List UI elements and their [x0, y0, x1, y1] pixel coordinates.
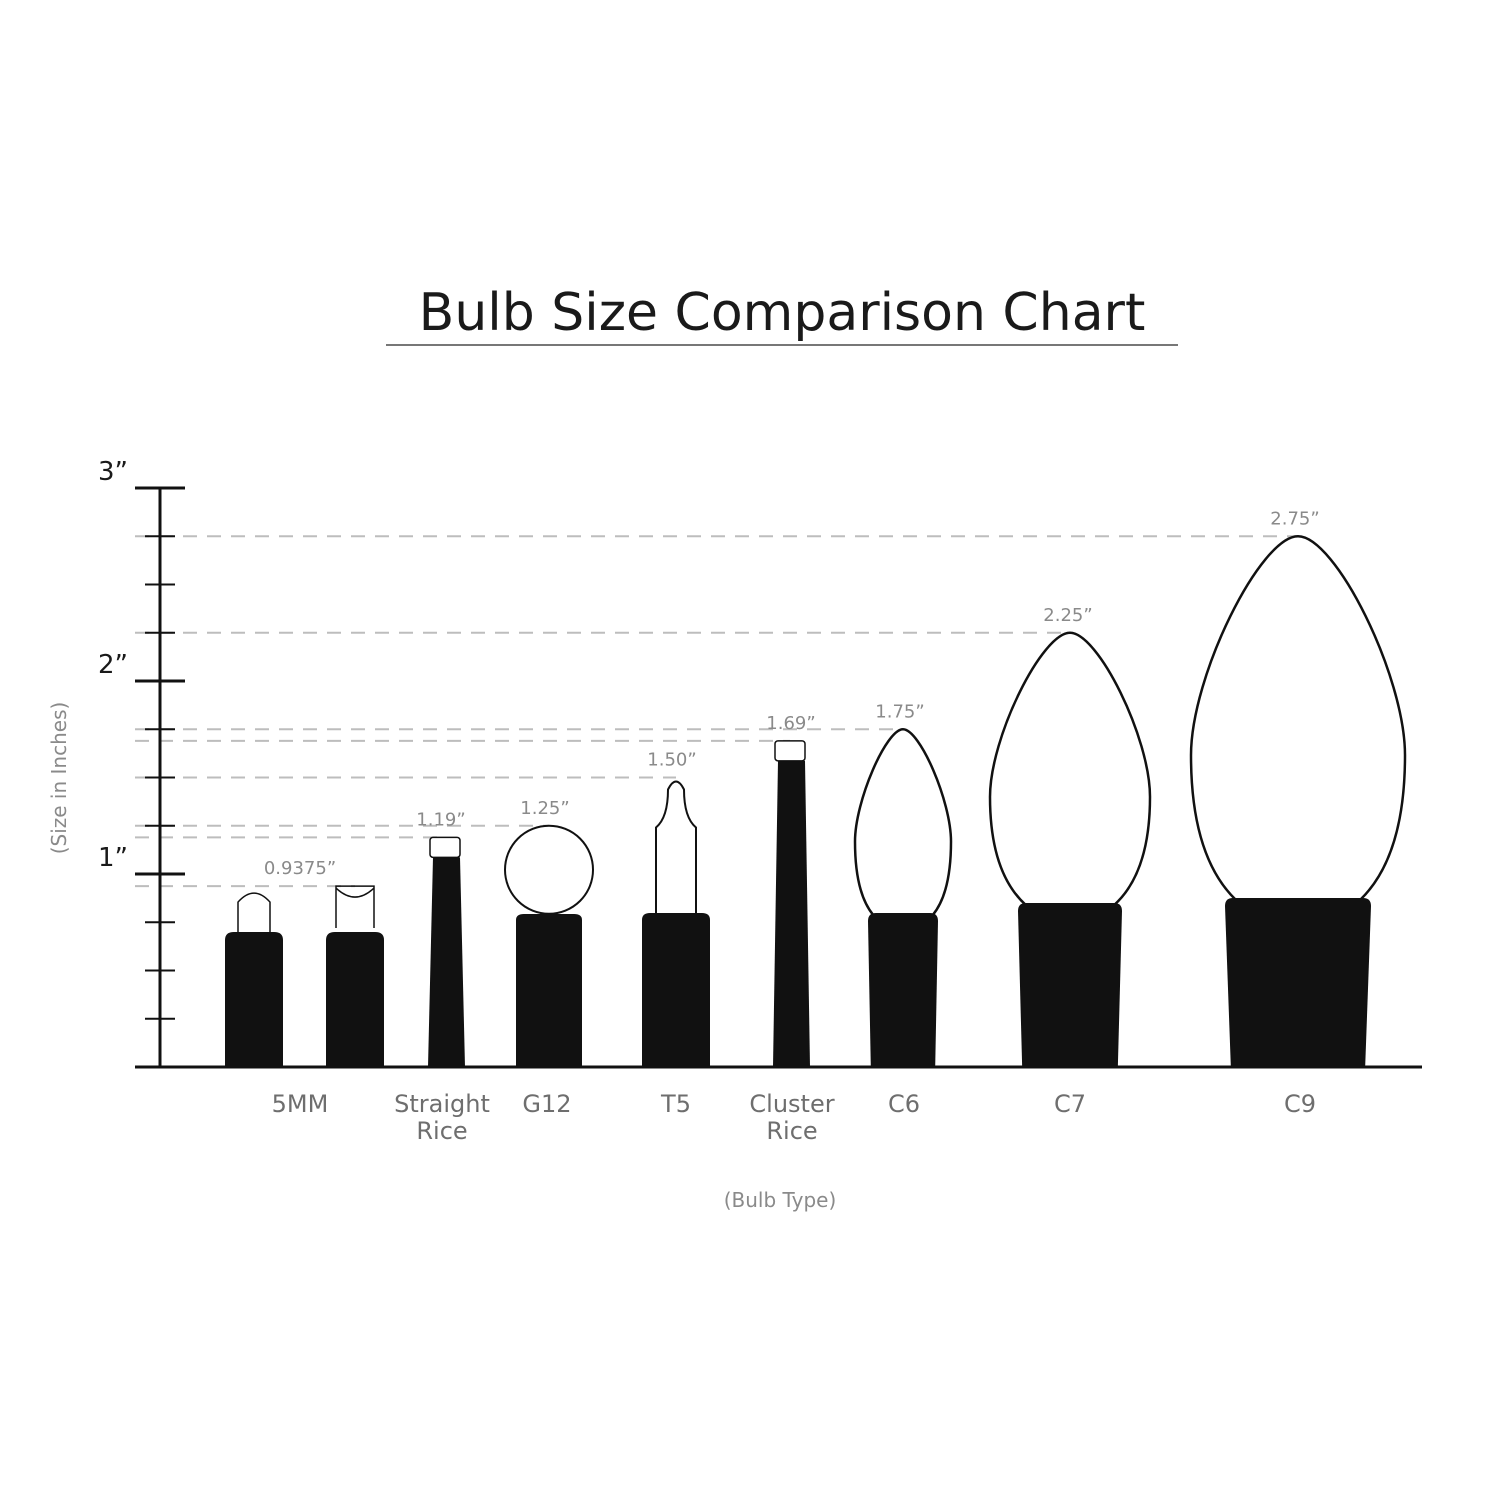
category-label: Straight: [394, 1090, 490, 1118]
category-label: C7: [1054, 1090, 1086, 1118]
reference-lines: [135, 535, 1298, 888]
value-label: 1.19”: [416, 809, 465, 830]
x-axis-label: (Bulb Type): [724, 1188, 837, 1212]
y-tick-label: 3”: [98, 457, 128, 487]
y-tick-label: 2”: [98, 650, 128, 680]
category-label: Cluster: [749, 1090, 834, 1118]
labels: 0.9375”5MM1.19”StraightRice1.25”G121.50”…: [264, 508, 1320, 1145]
chart-title: Bulb Size Comparison Chart: [419, 283, 1146, 343]
category-label: C6: [888, 1090, 920, 1118]
bulb-lens: [237, 892, 271, 932]
y-axis-label: (Size in Inches): [47, 702, 71, 855]
bulb-base: [225, 932, 283, 1067]
category-label: Rice: [766, 1117, 817, 1145]
bulb-glass: [853, 727, 953, 916]
bulb-base: [868, 913, 938, 1067]
bulb-base: [516, 914, 582, 1067]
bulb-c6: [853, 727, 953, 1067]
y-tick-label: 1”: [98, 843, 128, 873]
bulb-t5: [642, 780, 710, 1067]
category-label: Rice: [416, 1117, 467, 1145]
bulb-cluster-rice: [773, 740, 810, 1067]
bulb-straight-rice: [428, 836, 465, 1067]
category-label: C9: [1284, 1090, 1316, 1118]
value-label: 0.9375”: [264, 858, 336, 879]
value-label: 1.69”: [766, 713, 815, 734]
category-label: G12: [522, 1090, 571, 1118]
bulb-base: [773, 760, 810, 1067]
bulb-lens: [335, 885, 375, 928]
category-label: 5MM: [272, 1090, 329, 1118]
bulb-base: [1018, 903, 1122, 1067]
bulb-lens: [429, 836, 461, 859]
bulb-globe: [504, 824, 594, 915]
bulb-lens: [774, 740, 806, 762]
bulb-c9: [1189, 534, 1407, 1067]
bulb-g12: [504, 824, 594, 1067]
bulbs: [225, 534, 1407, 1067]
value-label: 2.25”: [1043, 605, 1092, 626]
axes: 1” 2” 3”: [98, 457, 1422, 1069]
bulb-base: [428, 857, 465, 1067]
bulb-c7: [988, 631, 1152, 1067]
bulb-base: [642, 913, 710, 1067]
category-label: T5: [660, 1090, 691, 1118]
value-label: 1.75”: [875, 701, 924, 722]
bulb-base: [326, 932, 384, 1067]
bulb-glass: [988, 631, 1152, 906]
value-label: 1.25”: [520, 798, 569, 819]
bulb-base: [1225, 898, 1371, 1067]
value-label: 1.50”: [647, 750, 696, 771]
bulb-glass: [1189, 534, 1407, 901]
bulb-5mm: [225, 885, 384, 1067]
bulb-tube: [655, 780, 697, 913]
value-label: 2.75”: [1270, 508, 1319, 529]
